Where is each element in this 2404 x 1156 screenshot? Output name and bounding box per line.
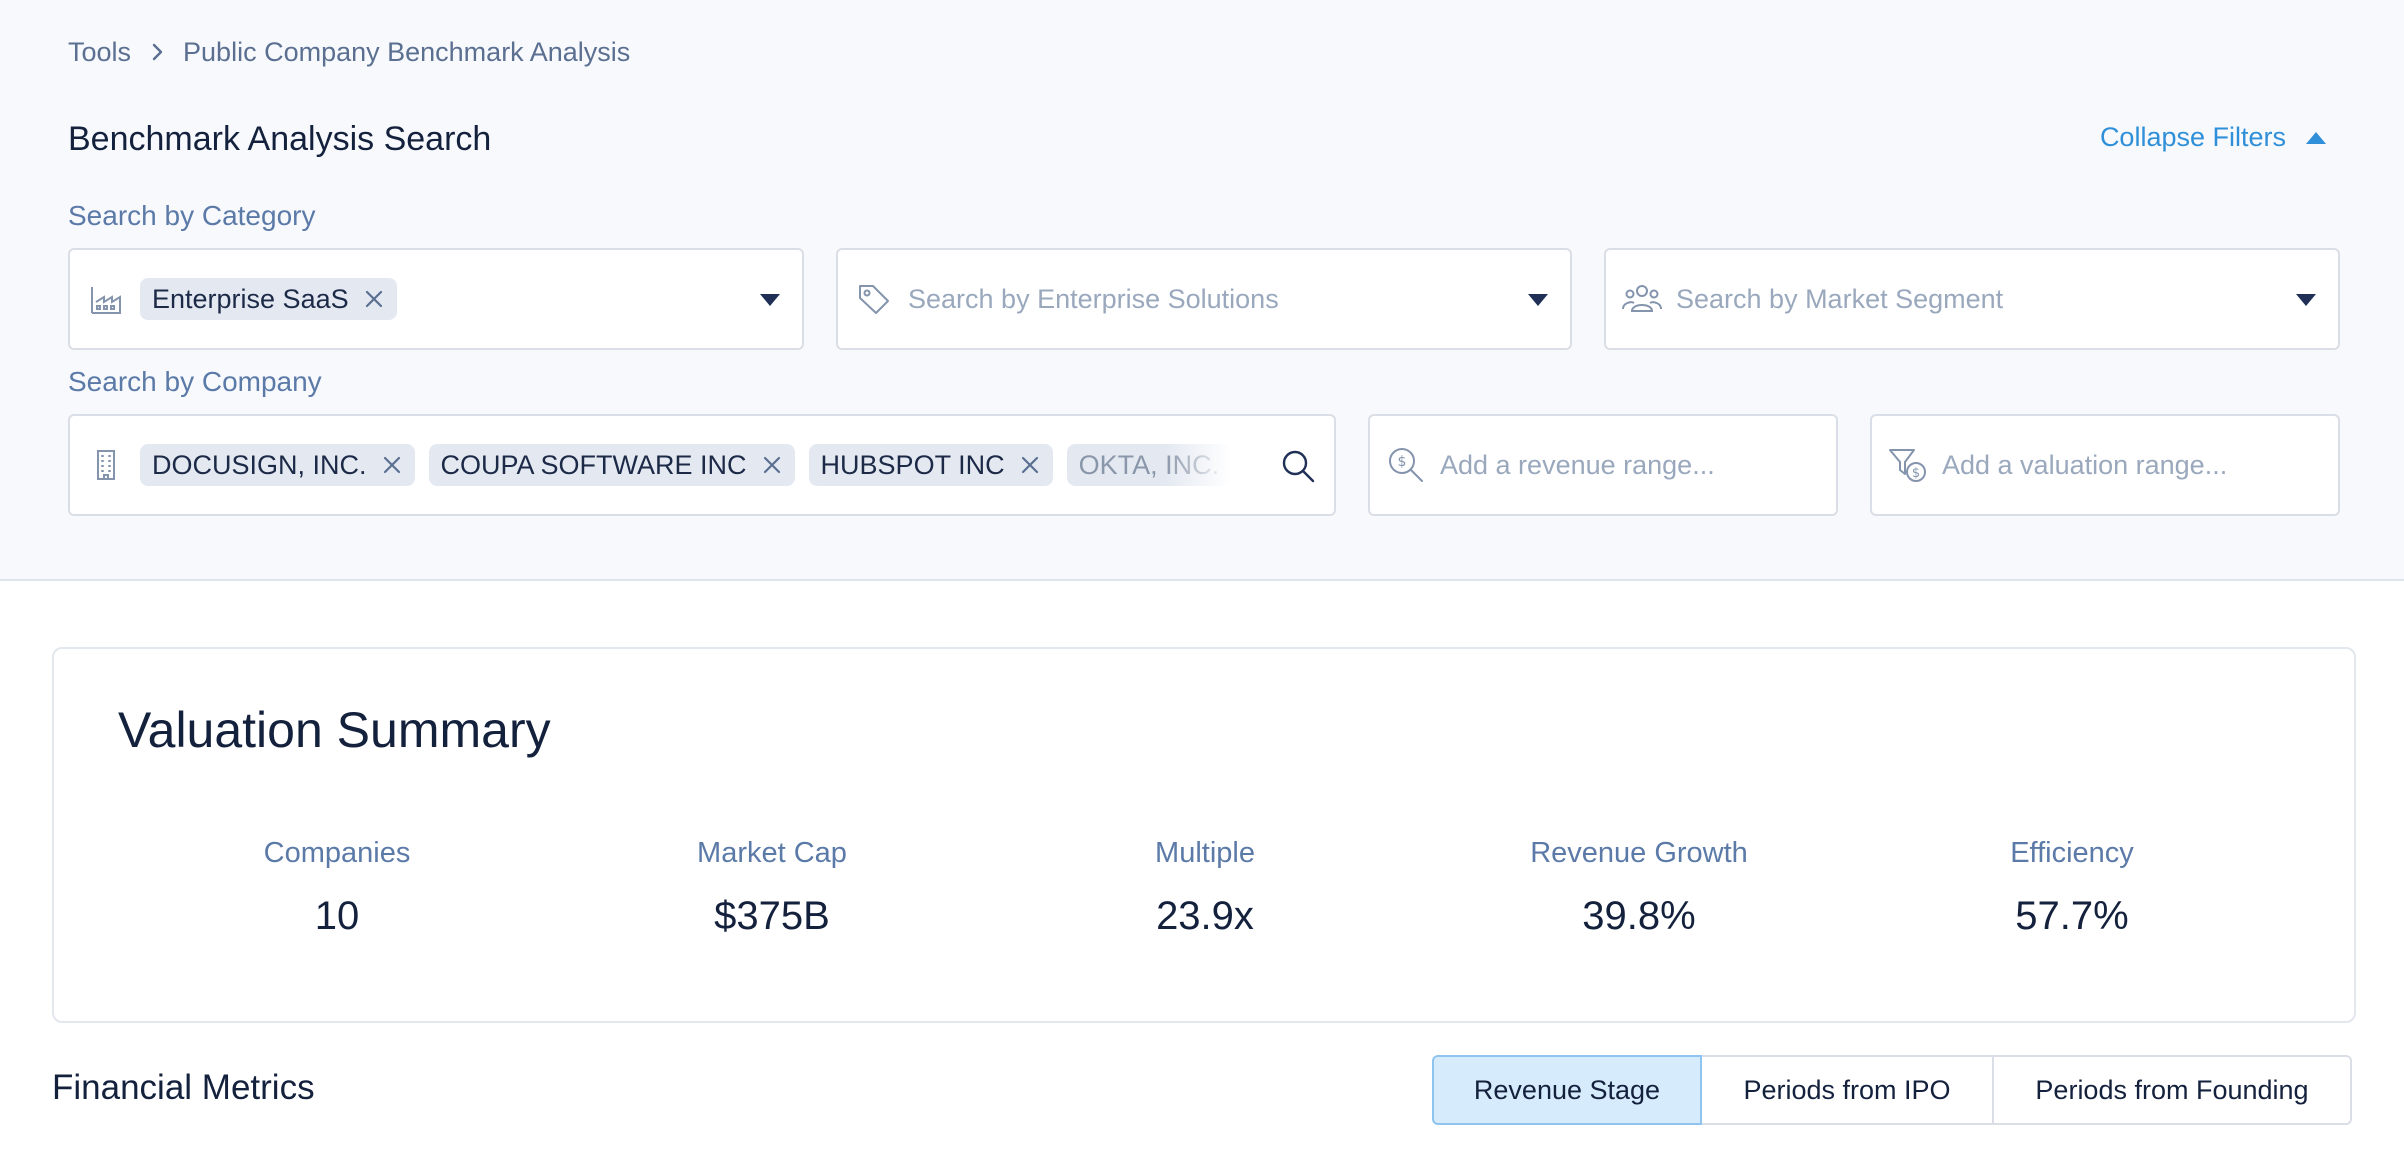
filters-title: Benchmark Analysis Search [68,120,492,158]
stat-multiple: Multiple 23.9x [1005,837,1405,939]
valuation-summary-title: Valuation Summary [118,702,551,758]
stat-label: Market Cap [697,837,847,869]
dropdown-caret-icon[interactable] [2296,294,2316,306]
dropdown-caret-icon[interactable] [1528,294,1548,306]
collapse-filters-label: Collapse Filters [2099,122,2286,152]
svg-text:$: $ [1912,466,1920,481]
category-label: Search by Category [68,200,316,231]
users-icon [1622,279,1662,319]
company-search-field[interactable]: DOCUSIGN, INC. COUPA SOFTWARE INC HUBSPO… [68,414,1336,516]
stat-efficiency: Efficiency 57.7% [1872,837,2272,939]
company-chip: COUPA SOFTWARE INC [428,444,795,486]
stat-value: 39.8% [1582,894,1696,938]
stat-label: Multiple [1155,837,1255,869]
revenue-range-placeholder: Add a revenue range... [1440,449,1715,480]
company-chip-label: OKTA, INC. [1078,449,1220,480]
company-chips: DOCUSIGN, INC. COUPA SOFTWARE INC HUBSPO… [140,444,1264,486]
stat-label: Revenue Growth [1530,837,1748,869]
svg-text:$: $ [1398,454,1407,470]
stat-value: 10 [314,894,360,938]
tab-periods-from-founding[interactable]: Periods from Founding [1992,1055,2352,1125]
company-chip: OKTA, INC. [1066,444,1232,486]
company-chip: HUBSPOT INC [808,444,1053,486]
filters-panel: Tools Public Company Benchmark Analysis … [0,32,2404,581]
company-chip-label: COUPA SOFTWARE INC [440,449,747,480]
market-segment-placeholder: Search by Market Segment [1676,283,2004,314]
enterprise-solutions-select[interactable]: Search by Enterprise Solutions [836,248,1572,350]
dropdown-caret-icon[interactable] [760,294,780,306]
market-segment-select[interactable]: Search by Market Segment [1604,248,2340,350]
remove-chip-icon[interactable] [363,288,385,310]
remove-chip-icon[interactable] [761,454,783,476]
company-chip: DOCUSIGN, INC. [140,444,415,486]
revenue-search-icon: $ [1386,445,1426,485]
collapse-filters-button[interactable]: Collapse Filters [2100,122,2326,153]
chevron-right-icon [145,40,169,64]
stat-market-cap: Market Cap $375B [572,837,972,939]
search-icon[interactable] [1278,446,1318,486]
stat-revenue-growth: Revenue Growth 39.8% [1439,837,1839,939]
industry-select[interactable]: Enterprise SaaS [68,248,804,350]
industry-icon [86,279,126,319]
remove-chip-icon[interactable] [1019,454,1041,476]
company-label: Search by Company [68,366,322,397]
valuation-range-placeholder: Add a valuation range... [1942,449,2228,480]
financial-metrics-title: Financial Metrics [52,1068,315,1107]
enterprise-solutions-placeholder: Search by Enterprise Solutions [908,283,1279,314]
stat-value: 23.9x [1156,894,1254,938]
financial-metrics-tabs: Revenue Stage Periods from IPO Periods f… [1432,1055,2352,1125]
company-chip-label: HUBSPOT INC [820,449,1005,480]
caret-up-icon [2306,131,2326,144]
stat-value: 57.7% [2015,894,2129,938]
company-chip-label: DOCUSIGN, INC. [152,449,367,480]
stat-label: Efficiency [2010,837,2134,869]
valuation-range-input[interactable]: $ Add a valuation range... [1870,414,2340,516]
tag-icon [854,279,894,319]
stat-companies: Companies 10 [137,837,537,939]
tab-periods-from-ipo[interactable]: Periods from IPO [1700,1055,1994,1125]
building-icon [86,445,126,485]
stat-label: Companies [263,837,411,869]
tab-revenue-stage[interactable]: Revenue Stage [1432,1055,1702,1125]
revenue-range-input[interactable]: $ Add a revenue range... [1368,414,1838,516]
stat-value: $375B [714,894,830,938]
remove-chip-icon[interactable] [381,454,403,476]
category-chip-label: Enterprise SaaS [152,283,349,314]
breadcrumb: Tools Public Company Benchmark Analysis [68,32,630,72]
breadcrumb-current: Public Company Benchmark Analysis [183,36,631,67]
valuation-summary-card: Valuation Summary Companies 10 Market Ca… [52,647,2356,1023]
category-chip: Enterprise SaaS [140,278,397,320]
breadcrumb-tools-link[interactable]: Tools [68,36,132,67]
valuation-filter-icon: $ [1888,445,1928,485]
